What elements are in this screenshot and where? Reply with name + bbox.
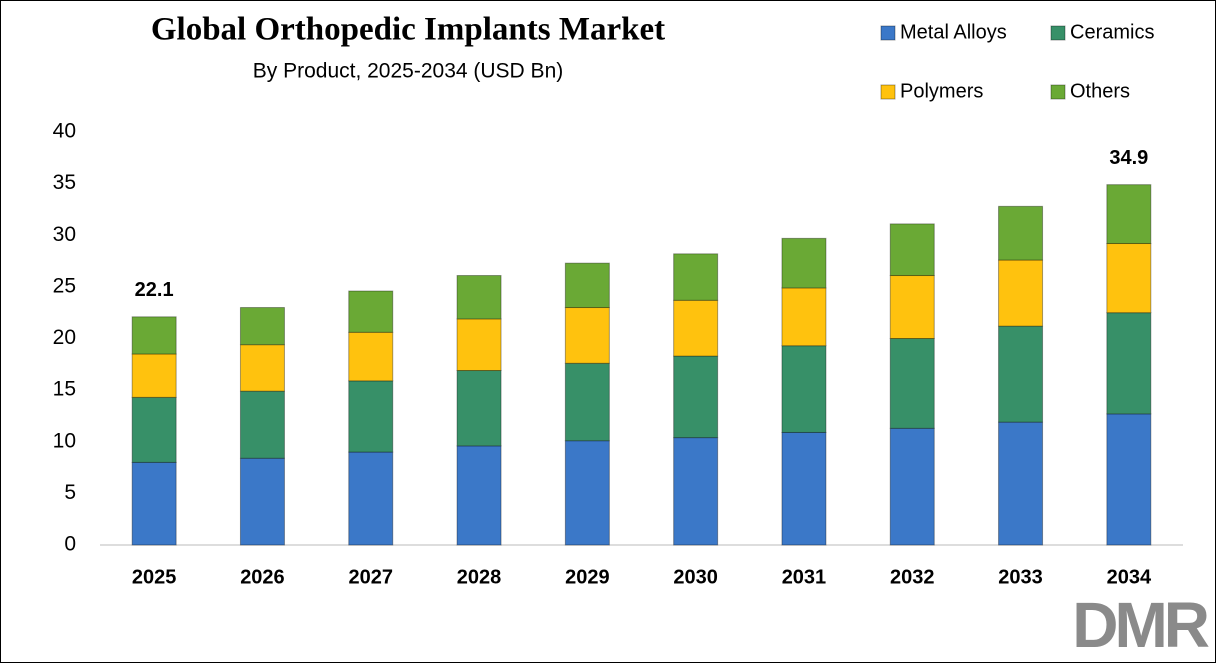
bar-segment — [1106, 413, 1152, 546]
bar-segment — [239, 307, 285, 346]
bar-segment — [889, 427, 935, 546]
bar-segment — [131, 353, 177, 398]
chart-title: Global Orthopedic Implants Market — [151, 12, 665, 48]
x-tick-label: 2026 — [240, 566, 285, 588]
bar-segment — [1106, 184, 1152, 245]
y-tick-label: 10 — [53, 429, 76, 452]
bar-segment — [781, 287, 827, 347]
bar-segment — [889, 223, 935, 277]
legend-label: Ceramics — [1070, 21, 1154, 43]
bar-segment — [673, 355, 719, 439]
bar-segment — [348, 451, 394, 546]
bar-segment — [348, 380, 394, 453]
total-label: 34.9 — [1109, 147, 1148, 169]
bar-segment — [998, 259, 1044, 327]
bar-segment — [564, 440, 610, 546]
bar-segment — [131, 316, 177, 355]
bar-segment — [781, 431, 827, 546]
bar-segment — [889, 275, 935, 339]
bar-segment — [998, 325, 1044, 423]
y-tick-label: 5 — [64, 481, 76, 504]
bar-segment — [131, 461, 177, 546]
bar-segment — [564, 362, 610, 442]
legend-swatch — [880, 25, 896, 41]
logo: DMR — [1072, 589, 1209, 661]
bar-segment — [781, 345, 827, 433]
bar-segment — [998, 205, 1044, 261]
bar-segment — [564, 262, 610, 309]
legend-label: Metal Alloys — [900, 21, 1007, 43]
bar-segment — [673, 299, 719, 357]
bar-segment — [348, 331, 394, 382]
x-tick-label: 2027 — [349, 566, 394, 588]
x-tick-label: 2029 — [565, 566, 610, 588]
x-tick-label: 2032 — [890, 566, 935, 588]
bar-segment — [239, 390, 285, 459]
legend-label: Others — [1070, 80, 1130, 102]
x-tick-label: 2034 — [1107, 566, 1152, 588]
bar-segment — [998, 421, 1044, 546]
x-tick-label: 2033 — [998, 566, 1043, 588]
bar-segment — [456, 370, 502, 447]
bar-segment — [456, 445, 502, 546]
legend-swatch — [880, 84, 896, 100]
bar-segment — [348, 290, 394, 333]
bar-segment — [239, 344, 285, 392]
y-tick-label: 30 — [53, 223, 76, 246]
bar-segment — [131, 396, 177, 463]
y-tick-label: 40 — [53, 120, 76, 143]
y-tick-label: 25 — [53, 274, 76, 297]
bar-segment — [781, 237, 827, 289]
x-tick-label: 2030 — [673, 566, 718, 588]
bar-segment — [456, 275, 502, 320]
y-tick-label: 20 — [53, 326, 76, 349]
bar-segment — [1106, 243, 1152, 314]
x-tick-label: 2028 — [457, 566, 502, 588]
legend-swatch — [1050, 84, 1066, 100]
x-tick-label: 2031 — [782, 566, 827, 588]
bar-segment — [1106, 312, 1152, 415]
chart-subtitle: By Product, 2025-2034 (USD Bn) — [253, 60, 564, 83]
y-tick-label: 35 — [53, 171, 76, 194]
y-tick-label: 0 — [64, 533, 76, 556]
x-tick-label: 2025 — [132, 566, 177, 588]
bar-segment — [239, 457, 285, 546]
y-tick-label: 15 — [53, 378, 76, 401]
bar-segment — [673, 253, 719, 301]
legend-label: Polymers — [900, 80, 983, 102]
legend-swatch — [1050, 25, 1066, 41]
bar-segment — [889, 338, 935, 429]
total-label: 22.1 — [135, 279, 174, 301]
bar-segment — [564, 307, 610, 364]
bar-segment — [673, 437, 719, 546]
bar-segment — [456, 318, 502, 372]
